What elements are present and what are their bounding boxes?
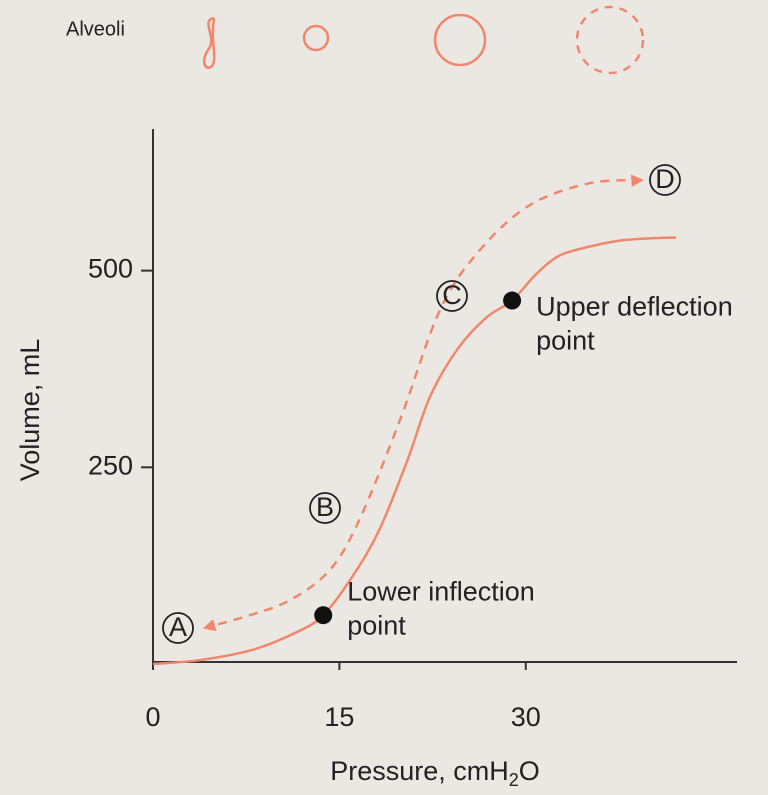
stage-circle <box>309 492 341 524</box>
x-axis-label: Pressure, cmH2O <box>330 756 540 790</box>
point-label: point <box>347 610 406 640</box>
x-axis-label-part: Pressure, cmH <box>330 756 509 786</box>
alveoli-icons <box>202 5 645 75</box>
y-tick-label: 500 <box>88 254 133 284</box>
y-axis-label: Volume, mL <box>15 339 45 482</box>
stage-label: B <box>316 492 334 522</box>
stage-label: A <box>169 612 187 642</box>
key-point <box>314 606 333 625</box>
stage-label: C <box>442 280 462 310</box>
stage-circle <box>649 164 681 196</box>
x-tick-label: 0 <box>145 702 160 732</box>
x-axis-label-part: 2 <box>509 770 519 790</box>
point-label: point <box>536 326 595 356</box>
x-tick-label: 15 <box>324 702 354 732</box>
stage-label: D <box>655 164 675 194</box>
stage-circle <box>436 280 468 312</box>
x-axis-label-part: O <box>519 756 540 786</box>
point-label: Lower inflection <box>347 576 535 606</box>
x-tick-label: 30 <box>511 702 541 732</box>
stage-circle <box>162 612 194 644</box>
y-tick-label: 250 <box>88 450 133 480</box>
point-label: Upper deflection <box>536 292 733 322</box>
key-point <box>503 291 522 310</box>
deflation-curve <box>202 174 644 632</box>
alveoli-label: Alveoli <box>66 18 125 40</box>
